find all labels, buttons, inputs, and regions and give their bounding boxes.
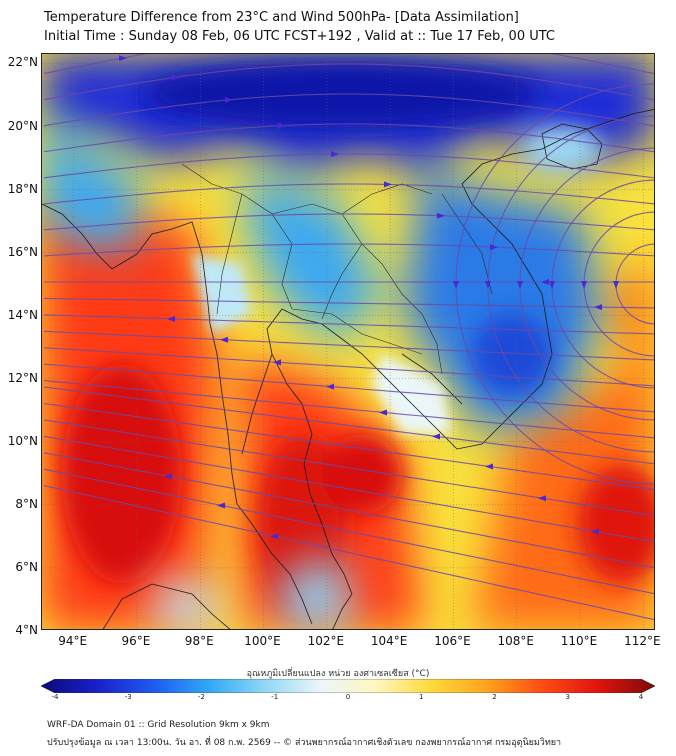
colorbar xyxy=(41,679,655,693)
streamline xyxy=(43,435,654,543)
streamline xyxy=(43,54,654,75)
latitude-label: 18°N xyxy=(7,181,38,196)
latitude-label: 4°N xyxy=(15,623,38,637)
longitude-label: 106°E xyxy=(434,634,471,648)
wind-arrow xyxy=(217,502,225,509)
wind-arrow xyxy=(453,281,459,289)
wind-arrow xyxy=(594,304,602,311)
colorbar-tick-label: -2 xyxy=(198,693,205,701)
wind-arrow xyxy=(437,212,445,219)
streamline xyxy=(43,363,654,413)
colorbar-tick-label: 1 xyxy=(419,693,424,701)
colorbar-tick-label: -1 xyxy=(271,693,279,701)
wind-arrow xyxy=(225,96,233,103)
map-panel xyxy=(41,53,655,630)
wind-arrow xyxy=(490,244,498,251)
map-subtitle-valid-time: Initial Time : Sunday 08 Feb, 06 UTC FCS… xyxy=(44,29,556,44)
streamline xyxy=(43,468,654,595)
wind-arrow xyxy=(331,151,339,158)
longitude-label: 102°E xyxy=(307,634,345,648)
wind-arrow xyxy=(384,181,392,188)
streamline xyxy=(43,386,654,465)
graticule xyxy=(42,54,654,629)
streamline xyxy=(43,419,654,517)
wind-arrow xyxy=(273,359,281,366)
near-zero-band xyxy=(192,254,452,434)
wind-arrows xyxy=(119,55,619,540)
wind-arrow xyxy=(581,281,587,289)
latitude-label: 14°N xyxy=(7,307,38,322)
streamline xyxy=(43,93,654,127)
temperature-wind-map xyxy=(42,54,654,629)
latitude-label: 10°N xyxy=(7,433,38,448)
colorbar-tick-label: -4 xyxy=(51,693,59,701)
latitude-label: 22°N xyxy=(7,55,38,70)
map-title: Temperature Difference from 23°C and Win… xyxy=(44,10,519,25)
longitude-label: 104°E xyxy=(370,634,408,648)
colorbar-tick-label: 4 xyxy=(638,693,644,701)
longitude-label: 96°E xyxy=(121,634,151,648)
coastlines xyxy=(42,109,654,629)
streamline xyxy=(43,452,654,569)
longitude-label: 100°E xyxy=(244,634,281,648)
streamline xyxy=(43,63,654,101)
wind-arrow xyxy=(270,533,278,540)
wind-arrow xyxy=(172,74,180,81)
streamline xyxy=(43,402,654,491)
hot-anomaly-cores xyxy=(62,364,654,614)
latitude-label: 12°N xyxy=(7,370,38,385)
colorbar-tick-label: 0 xyxy=(345,693,351,701)
colorbar-gradient xyxy=(41,679,655,693)
wind-arrow xyxy=(164,473,172,480)
wind-arrow xyxy=(278,122,286,129)
wind-arrow xyxy=(549,281,555,289)
streamline xyxy=(43,213,654,231)
colorbar-tick-label: 2 xyxy=(492,693,497,701)
longitude-label: 112°E xyxy=(624,634,661,648)
longitude-label: 110°E xyxy=(560,634,598,648)
wind-arrow xyxy=(485,463,493,470)
wind-arrow xyxy=(485,281,491,289)
latitude-label: 6°N xyxy=(15,559,38,574)
wind-arrow xyxy=(119,55,127,62)
colorbar-tick-label: 3 xyxy=(565,693,570,701)
streamline xyxy=(43,380,654,439)
wind-arrow xyxy=(432,433,440,440)
latitude-label: 20°N xyxy=(7,118,38,133)
wind-arrow xyxy=(538,495,546,502)
wind-arrow xyxy=(613,281,619,289)
wind-arrow xyxy=(541,279,549,285)
wind-arrow xyxy=(167,315,175,322)
streamline xyxy=(43,485,654,621)
country-borders xyxy=(181,163,493,375)
streamline xyxy=(43,347,654,387)
streamline xyxy=(43,123,654,153)
colorbar-tick-label: -3 xyxy=(124,693,132,701)
streamline xyxy=(43,153,654,179)
streamline xyxy=(43,314,654,335)
latitude-label: 16°N xyxy=(7,244,38,259)
longitude-label: 98°E xyxy=(184,634,214,648)
model-info: WRF-DA Domain 01 :: Grid Resolution 9km … xyxy=(47,720,270,730)
streamline xyxy=(43,243,654,257)
wind-arrow xyxy=(220,336,228,343)
colorbar-title: อุณหภูมิเปลี่ยนแปลง หน่วย องศาเซลเซียส (… xyxy=(246,669,430,679)
longitude-label: 108°E xyxy=(497,634,534,648)
streamline xyxy=(43,330,654,361)
longitude-label: 94°E xyxy=(58,634,88,648)
wind-streamlines xyxy=(43,54,654,621)
wind-arrow xyxy=(517,281,523,289)
wind-arrow xyxy=(591,528,599,535)
latitude-label: 8°N xyxy=(15,496,38,511)
credit-line: ปรับปรุงข้อมูล ณ เวลา 13:00น. วัน อา. ที… xyxy=(47,738,562,748)
wind-arrow xyxy=(379,409,387,416)
wind-arrow xyxy=(326,383,334,390)
